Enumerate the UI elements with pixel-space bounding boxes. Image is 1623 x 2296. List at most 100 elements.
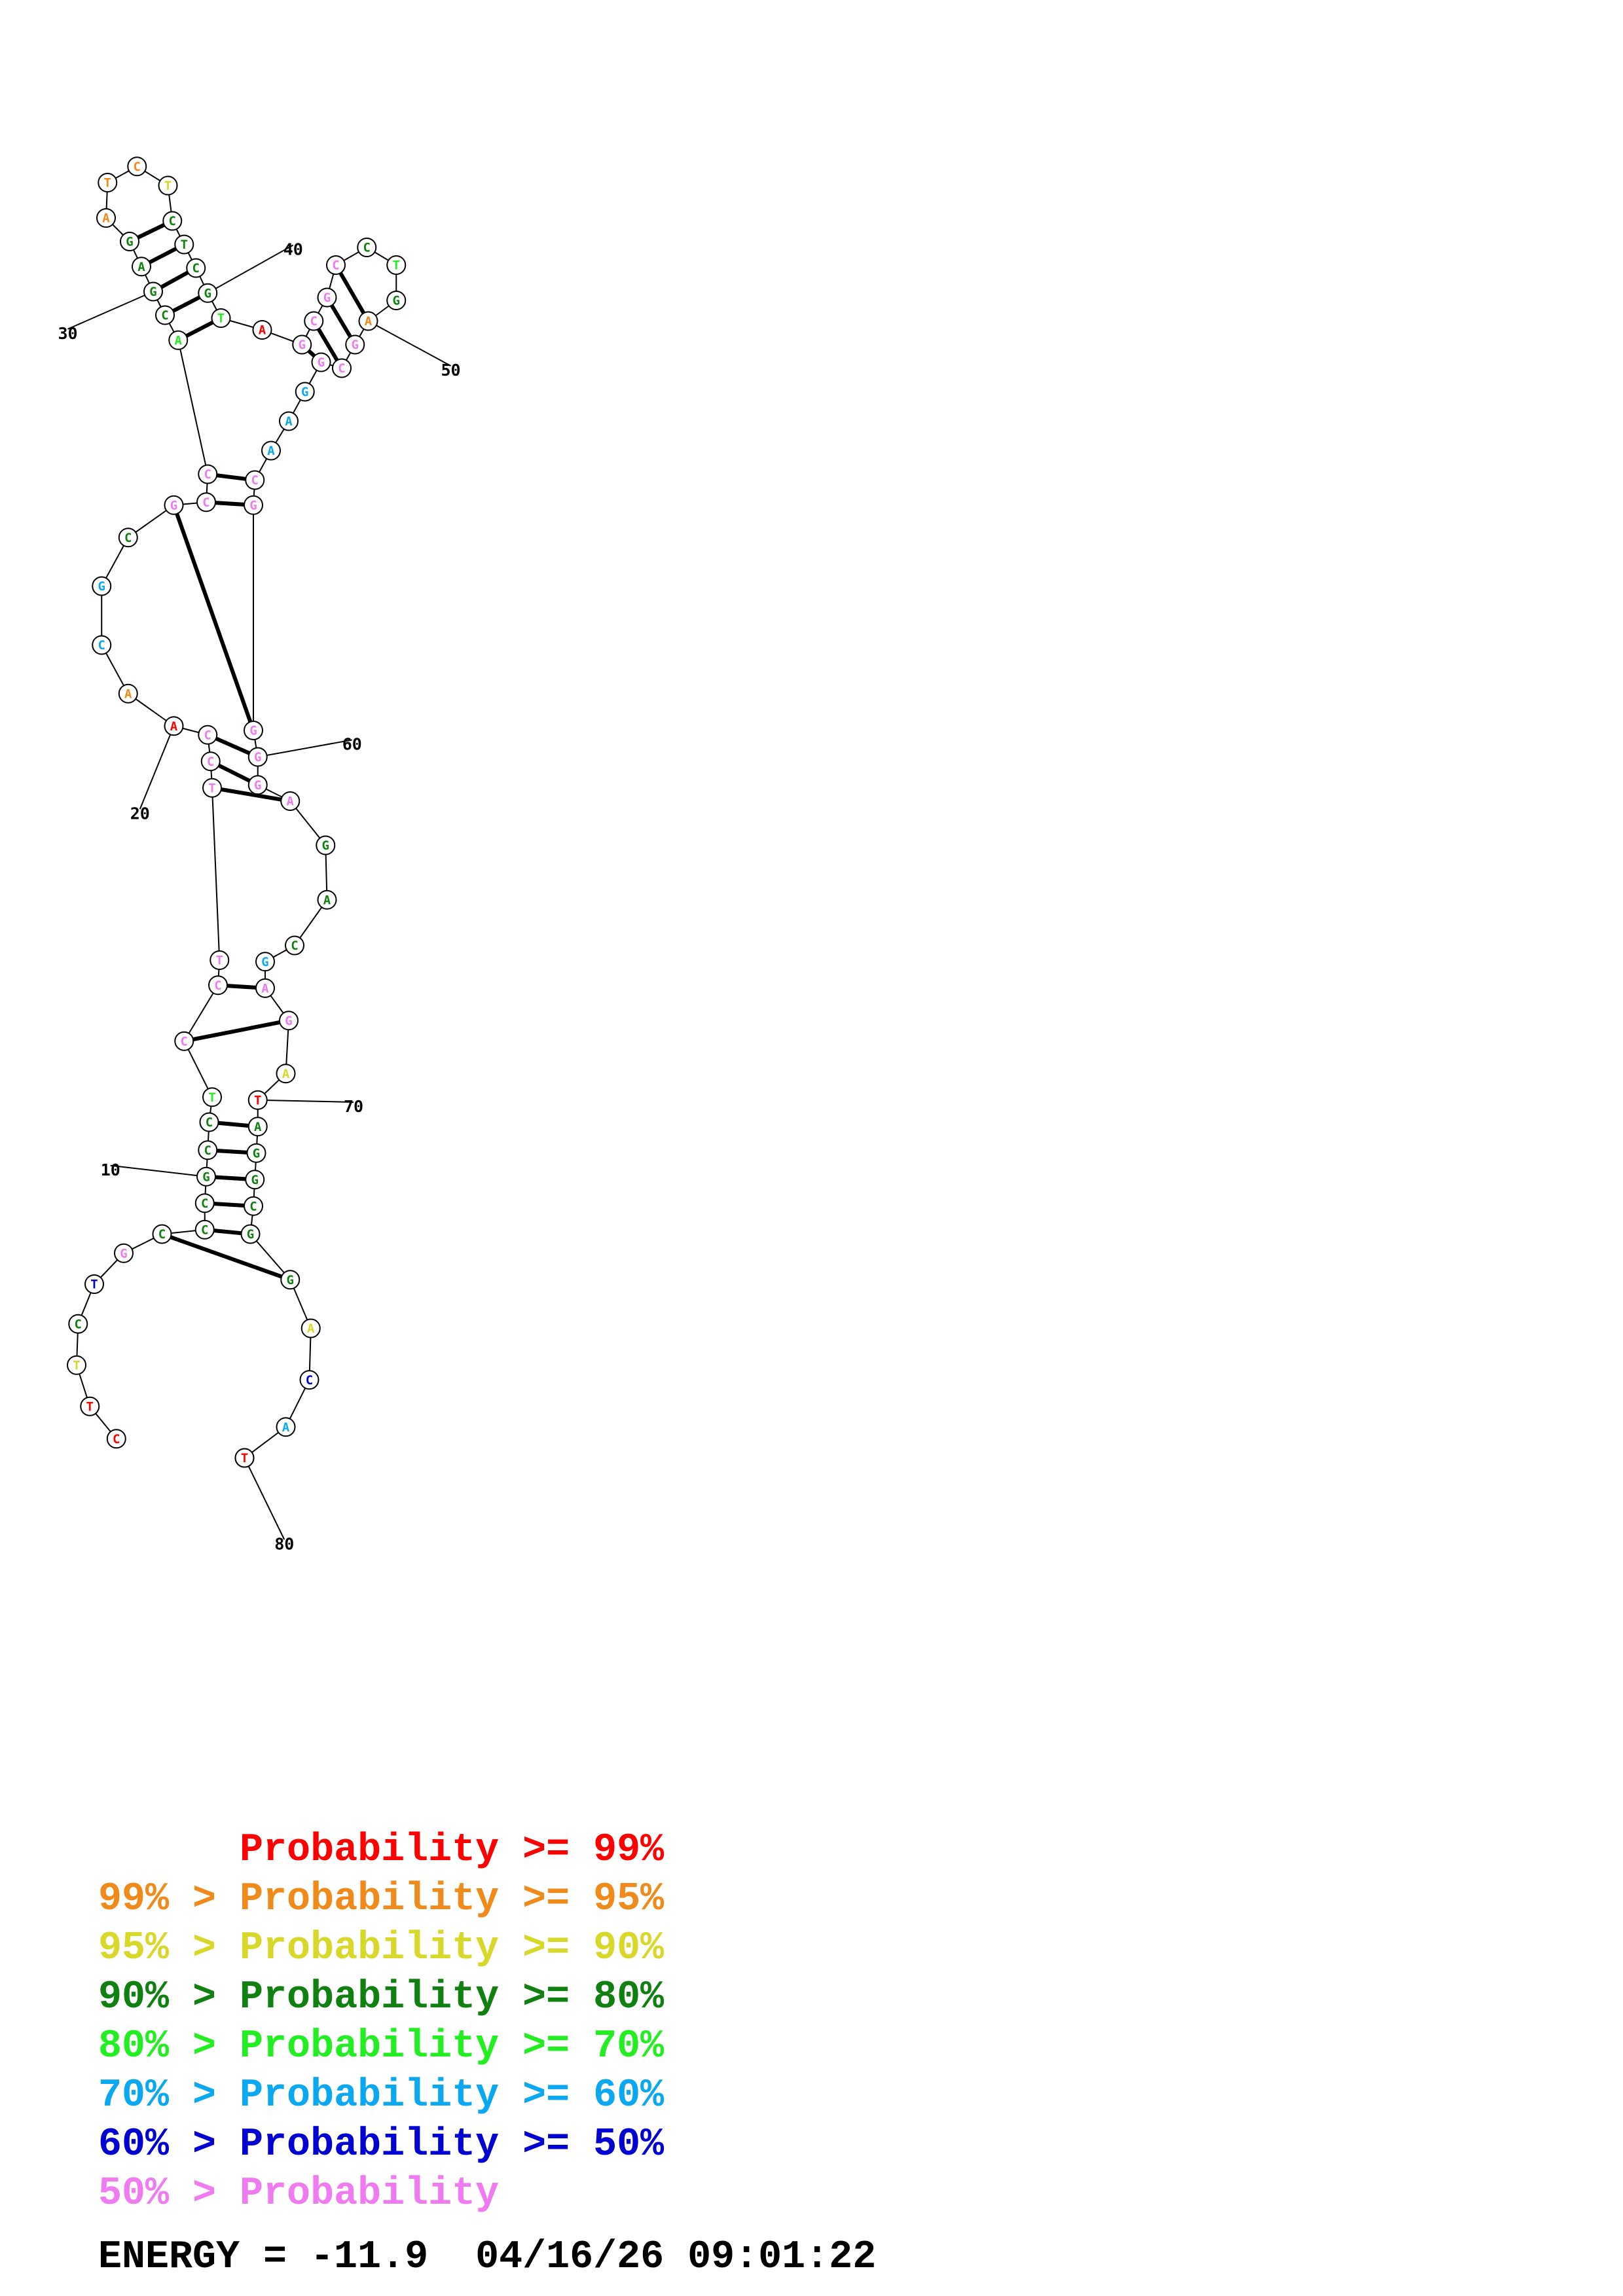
- nucleotide: C: [304, 311, 324, 331]
- nucleotide-base: A: [282, 1420, 290, 1435]
- nucleotide-base: A: [287, 795, 295, 809]
- base-pair-bond: [183, 1018, 289, 1043]
- nucleotide: G: [247, 775, 268, 795]
- nucleotide-base: C: [249, 1199, 257, 1213]
- nucleotide-circle: [211, 308, 231, 328]
- index-leader-line: [110, 1164, 207, 1177]
- nucleotide-base: C: [98, 638, 105, 653]
- nucleotide-circle: [244, 1196, 263, 1216]
- nucleotide-base: C: [251, 473, 259, 488]
- nucleotide-circle: [118, 528, 138, 548]
- nucleotide-circle: [245, 470, 265, 490]
- nucleotide-circle: [198, 725, 218, 745]
- nucleotide-base: C: [214, 978, 221, 993]
- legend-text: Probability >= 60%: [240, 2073, 665, 2118]
- legend-text: Probability >= 70%: [240, 2024, 665, 2069]
- legend-text: Probability >= 95%: [240, 1877, 665, 1922]
- nucleotide-base: C: [113, 1432, 120, 1446]
- energy-timestamp: ENERGY = -11.9 04/16/26 09:01:22: [98, 2235, 877, 2280]
- nucleotide-circle: [158, 175, 178, 196]
- nucleotide-circle: [68, 1314, 88, 1334]
- nucleotide-base: G: [254, 778, 261, 793]
- nucleotide: A: [247, 1117, 268, 1137]
- nucleotide-circle: [240, 1224, 261, 1244]
- nucleotide-circle: [174, 234, 194, 255]
- nucleotide: C: [198, 464, 218, 484]
- nucleotide: T: [67, 1355, 86, 1375]
- nucleotide-base: T: [164, 179, 172, 193]
- nucleotide-base: T: [208, 1090, 215, 1105]
- nucleotide-base: T: [90, 1278, 98, 1292]
- legend-row: Probability >= 99%: [98, 1826, 664, 1875]
- nucleotide: C: [194, 1193, 215, 1213]
- base-pair-bond: [161, 1232, 291, 1282]
- nucleotide-circle: [194, 1193, 215, 1213]
- nucleotide-base: G: [249, 724, 257, 738]
- legend-prefix: 70% >: [98, 2073, 240, 2118]
- nucleotide-circle: [316, 835, 336, 855]
- nucleotide-base: C: [181, 1034, 188, 1049]
- nucleotide: A: [280, 791, 301, 811]
- nucleotide-base: T: [208, 781, 215, 795]
- nucleotide: C: [155, 305, 175, 325]
- backbone-segment: [183, 1041, 213, 1098]
- nucleotide-base: G: [285, 1014, 292, 1028]
- nucleotide-base: T: [86, 1399, 94, 1414]
- nucleotide-base: G: [247, 1227, 254, 1242]
- nucleotide-circle: [118, 683, 138, 704]
- legend-text: Probability >= 50%: [240, 2123, 665, 2167]
- nucleotide: A: [252, 320, 272, 340]
- nucleotide: G: [240, 1224, 261, 1244]
- nucleotide-base: T: [217, 312, 225, 326]
- nucleotide: T: [98, 173, 118, 192]
- nucleotide-circle: [198, 1140, 218, 1160]
- nucleotide: A: [164, 716, 184, 736]
- nucleotide-circle: [247, 775, 268, 795]
- nucleotide-base: C: [202, 495, 210, 510]
- nucleotide: A: [358, 311, 378, 331]
- nucleotide-circle: [80, 1396, 100, 1416]
- nucleotide-circle: [174, 1031, 194, 1051]
- nucleotide-circle: [198, 464, 218, 484]
- nucleotide: A: [317, 889, 337, 910]
- nucleotide-base: T: [181, 238, 188, 252]
- nucleotide-circle: [245, 1170, 265, 1190]
- nucleotide: A: [168, 330, 189, 350]
- nucleotide-base: G: [120, 1246, 127, 1261]
- nucleotide-circle: [345, 334, 365, 355]
- index-label: 30: [58, 324, 77, 343]
- nucleotide-circle: [386, 255, 407, 275]
- nucleotide-circle: [244, 721, 263, 740]
- index-leader-line: [368, 320, 451, 367]
- nucleotide-circle: [186, 258, 206, 278]
- index-leader-line: [257, 1099, 354, 1103]
- nucleotide-base: A: [267, 444, 275, 458]
- nucleotide: G: [295, 382, 315, 402]
- nucleotide-circle: [199, 1112, 219, 1132]
- nucleotide: C: [152, 1224, 172, 1244]
- nucleotide: T: [247, 1090, 268, 1110]
- nucleotide-circle: [304, 311, 324, 331]
- nucleotide-circle: [168, 330, 189, 350]
- nucleotide-base: A: [307, 1321, 315, 1336]
- nucleotide-base: C: [134, 160, 141, 174]
- legend-prefix: 80% >: [98, 2024, 240, 2069]
- legend-row: 80% > Probability >= 70%: [98, 2022, 664, 2072]
- nucleotide: C: [68, 1314, 88, 1334]
- index-label: 60: [342, 735, 362, 754]
- nucleotide-base: A: [137, 260, 145, 274]
- nucleotide: A: [96, 208, 116, 228]
- nucleotide: G: [114, 1243, 134, 1263]
- nucleotide-base: A: [285, 414, 293, 429]
- nucleotide-base: T: [393, 259, 400, 273]
- index-leader-line: [257, 739, 352, 758]
- legend-row: 99% > Probability >= 95%: [98, 1875, 664, 1924]
- nucleotide: G: [255, 952, 275, 972]
- nucleotide-base: G: [249, 498, 257, 512]
- nucleotide-circle: [155, 305, 175, 325]
- nucleotide-base: G: [322, 838, 329, 853]
- nucleotide: A: [261, 440, 281, 461]
- nucleotide: A: [301, 1318, 321, 1338]
- nucleotide-base: C: [310, 314, 318, 329]
- nucleotide: G: [386, 291, 407, 310]
